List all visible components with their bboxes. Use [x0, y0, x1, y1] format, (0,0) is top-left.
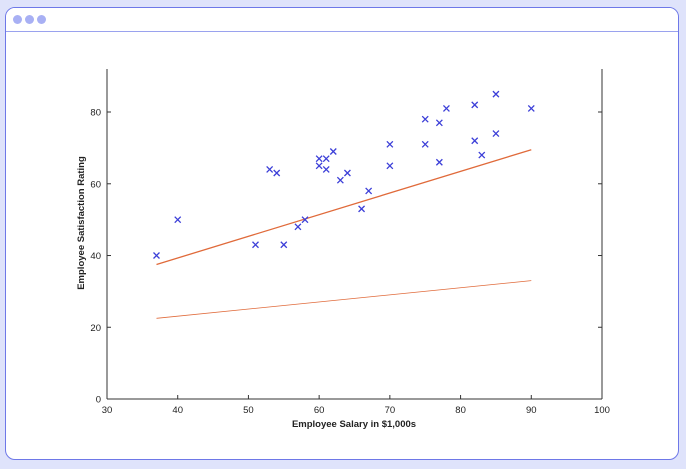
data-point-marker	[442, 104, 450, 112]
app-window: 30 40 50 60 70 80 90 100 0 20 40 60 80 Employee Sala…	[5, 7, 679, 460]
y-tick-label: 20	[90, 323, 101, 334]
x-tick-label: 50	[243, 405, 254, 416]
data-point-marker	[478, 151, 486, 159]
data-point-marker	[492, 130, 500, 138]
data-point-marker	[527, 104, 535, 112]
chart-area: 30 40 50 60 70 80 90 100 0 20 40 60 80 Employee Sala…	[6, 32, 678, 459]
y-tick-label: 0	[96, 395, 101, 406]
data-point-marker	[301, 216, 309, 224]
data-point-marker	[435, 119, 443, 127]
data-point-marker	[294, 223, 302, 231]
y-tick-label: 80	[90, 108, 101, 119]
x-axis-label: Employee Salary in $1,000s	[292, 419, 416, 430]
y-tick-label: 60	[90, 179, 101, 190]
data-point-marker	[386, 162, 394, 170]
y-tick-label: 40	[90, 251, 101, 262]
data-point-marker	[336, 176, 344, 184]
window-dot-icon[interactable]	[37, 15, 46, 24]
data-point-marker	[266, 165, 274, 173]
data-point-marker	[280, 241, 288, 249]
axes: 30 40 50 60 70 80 90 100 0 20 40 60 80	[90, 69, 610, 416]
data-point-marker	[315, 162, 323, 170]
x-tick-label: 70	[385, 405, 396, 416]
data-point-marker	[471, 101, 479, 109]
trend-line-lower	[156, 280, 532, 319]
data-point-marker	[343, 169, 351, 177]
x-tick-label: 60	[314, 405, 325, 416]
title-bar	[6, 8, 678, 32]
scatter-chart: 30 40 50 60 70 80 90 100 0 20 40 60 80 Employee Sala…	[76, 69, 610, 430]
data-point-marker	[315, 155, 323, 163]
x-tick-label: 80	[455, 405, 466, 416]
data-point-marker	[435, 158, 443, 166]
window-dot-icon[interactable]	[25, 15, 34, 24]
data-point-marker	[153, 252, 160, 259]
data-point-marker	[421, 115, 429, 123]
data-point-marker	[421, 140, 429, 148]
data-point-marker	[329, 148, 337, 155]
trend-lines	[156, 149, 532, 319]
data-point-marker	[174, 216, 182, 224]
data-point-marker	[365, 187, 373, 195]
x-tick-label: 30	[102, 405, 113, 416]
x-tick-label: 40	[172, 405, 183, 416]
data-points	[153, 90, 535, 259]
data-point-marker	[252, 241, 259, 249]
x-tick-label: 90	[526, 405, 537, 416]
data-point-marker	[471, 137, 479, 145]
y-axis-label: Employee Satisfaction Rating	[76, 156, 87, 290]
data-point-marker	[322, 165, 330, 173]
window-dot-icon[interactable]	[13, 15, 22, 24]
data-point-marker	[322, 155, 330, 163]
trend-line-upper	[156, 149, 532, 266]
data-point-marker	[358, 205, 366, 213]
data-point-marker	[492, 90, 500, 98]
data-point-marker	[273, 169, 281, 177]
data-point-marker	[386, 140, 394, 148]
x-tick-label: 100	[594, 405, 610, 416]
